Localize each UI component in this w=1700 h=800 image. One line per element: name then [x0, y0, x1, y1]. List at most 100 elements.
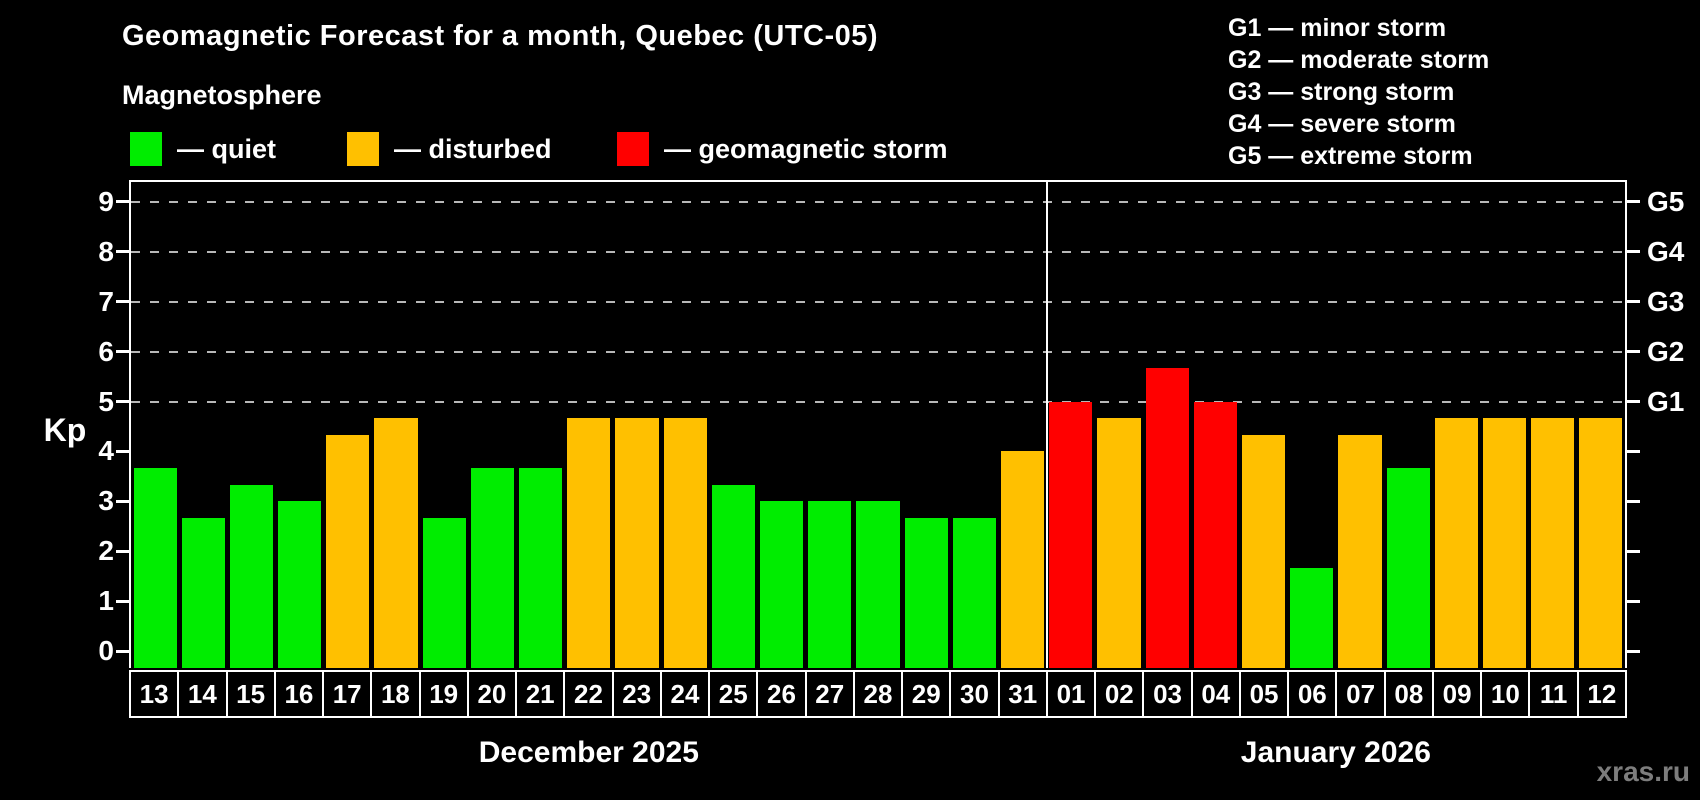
kp-tick-4	[116, 449, 129, 453]
kp-tick-label-4: 4	[98, 435, 114, 467]
legend-item-disturbed: — disturbed	[347, 132, 552, 166]
g-tick-3	[1627, 499, 1640, 503]
bar-day-12	[1579, 417, 1623, 668]
day-label-08: 08	[1385, 672, 1432, 716]
bar-day-13	[133, 467, 177, 668]
kp-tick-label-1: 1	[98, 585, 114, 617]
month-caption-december: December 2025	[478, 736, 699, 769]
bar-day-16	[278, 501, 322, 668]
bar-day-30	[952, 517, 996, 668]
bar-day-03	[1145, 368, 1189, 668]
bar-day-25	[711, 484, 755, 668]
bar-day-24	[663, 417, 707, 668]
quiet-swatch-icon	[130, 132, 162, 166]
g-tick-0	[1627, 649, 1640, 653]
legend-label-quiet: — quiet	[177, 133, 276, 164]
magnetosphere-label: Magnetosphere	[122, 80, 322, 110]
watermark: xras.ru	[1596, 756, 1690, 787]
month-separator-line	[1045, 182, 1048, 668]
chart-title: Geomagnetic Forecast for a month, Quebec…	[122, 20, 879, 52]
day-label-14: 14	[179, 672, 226, 716]
storm-swatch-icon	[617, 132, 649, 166]
g-axis-label-G4: G4	[1647, 235, 1685, 267]
gridline-kp5	[131, 400, 1625, 403]
bar-day-09	[1434, 417, 1478, 668]
bar-day-11	[1531, 417, 1575, 668]
day-label-31: 31	[999, 672, 1046, 716]
day-label-04: 04	[1192, 672, 1239, 716]
day-label-28: 28	[854, 672, 902, 716]
day-label-24: 24	[661, 672, 709, 716]
g-legend-line-3: G3 — strong storm	[1228, 78, 1455, 106]
day-label-23: 23	[613, 672, 660, 716]
bar-day-14	[181, 517, 225, 668]
gridline-kp8	[131, 250, 1625, 253]
day-label-17: 17	[324, 672, 371, 716]
legend-label-storm: — geomagnetic storm	[664, 133, 948, 164]
kp-axis-label: Kp	[43, 412, 87, 448]
legend-item-quiet: — quiet	[130, 132, 276, 166]
kp-tick-1	[116, 599, 129, 603]
gridline-kp7	[131, 300, 1625, 303]
g-axis-label-G2: G2	[1647, 335, 1685, 367]
kp-tick-9	[116, 200, 129, 204]
kp-tick-label-0: 0	[98, 635, 114, 666]
g-legend-line-5: G5 — extreme storm	[1228, 142, 1473, 170]
bar-day-21	[519, 467, 563, 668]
g-legend-line-1: G1 — minor storm	[1228, 14, 1447, 42]
g-tick-6	[1627, 350, 1640, 354]
legend-label-disturbed: — disturbed	[394, 133, 552, 164]
day-label-03: 03	[1144, 672, 1191, 716]
kp-tick-3	[116, 499, 129, 503]
day-label-12: 12	[1578, 672, 1625, 716]
day-label-07: 07	[1337, 672, 1384, 716]
day-label-20: 20	[468, 672, 516, 716]
day-label-29: 29	[903, 672, 950, 716]
bar-day-26	[760, 501, 804, 668]
g-axis-label-G3: G3	[1647, 285, 1685, 317]
kp-tick-label-8: 8	[98, 235, 114, 267]
bar-day-29	[904, 517, 948, 668]
kp-tick-7	[116, 300, 129, 304]
bar-day-07	[1338, 434, 1382, 668]
bar-day-22	[567, 417, 611, 668]
legend-item-storm: — geomagnetic storm	[617, 132, 948, 166]
bar-day-01	[1049, 401, 1093, 668]
plot-area	[129, 180, 1627, 668]
gridline-kp9	[131, 200, 1625, 203]
day-label-02: 02	[1096, 672, 1143, 716]
kp-tick-5	[116, 400, 129, 403]
day-label-18: 18	[372, 672, 419, 716]
day-label-27: 27	[806, 672, 853, 716]
bar-day-05	[1241, 434, 1286, 668]
day-label-11: 11	[1530, 672, 1577, 716]
day-label-19: 19	[420, 672, 467, 716]
day-label-25: 25	[710, 672, 757, 716]
bar-day-20	[470, 467, 515, 668]
bar-day-31	[1000, 451, 1045, 668]
g-tick-9	[1627, 200, 1640, 204]
kp-tick-label-5: 5	[98, 385, 114, 417]
month-caption-january: January 2026	[1240, 736, 1431, 769]
day-label-01: 01	[1047, 672, 1095, 716]
g-legend-line-2: G2 — moderate storm	[1228, 46, 1490, 74]
bar-day-27	[808, 501, 852, 668]
bar-day-08	[1386, 467, 1430, 668]
kp-tick-6	[116, 350, 129, 354]
day-axis: 13 14 15 16 17 18 19 20 21 22 23 24 25 26 27 28 29 30 31 01…	[129, 670, 1627, 718]
bar-day-10	[1482, 417, 1527, 668]
day-label-15: 15	[227, 672, 274, 716]
bar-day-15	[229, 484, 274, 668]
g-tick-7	[1627, 300, 1640, 304]
bar-day-19	[422, 517, 466, 668]
bar-day-17	[326, 434, 370, 668]
day-label-30: 30	[951, 672, 998, 716]
disturbed-swatch-icon	[347, 132, 379, 166]
day-label-06: 06	[1289, 672, 1336, 716]
g-legend-line-4: G4 — severe storm	[1228, 110, 1456, 138]
kp-tick-2	[116, 549, 129, 553]
kp-tick-label-9: 9	[98, 185, 114, 217]
day-label-05: 05	[1240, 672, 1288, 716]
kp-tick-label-2: 2	[98, 535, 114, 567]
